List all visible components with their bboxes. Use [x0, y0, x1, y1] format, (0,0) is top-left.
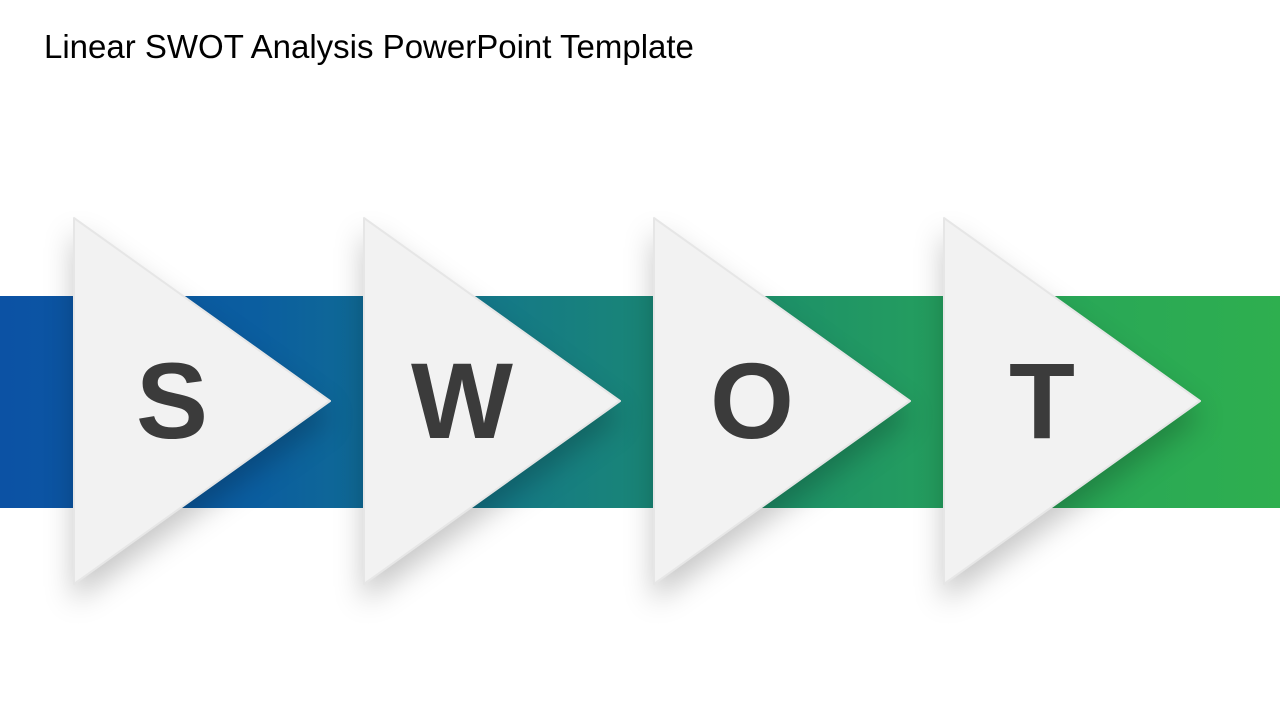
swot-letter-o: O	[687, 338, 817, 463]
swot-letter-w: W	[397, 338, 527, 463]
swot-letter-s: S	[107, 338, 237, 463]
swot-arrow-t: T	[942, 216, 1202, 586]
page-title: Linear SWOT Analysis PowerPoint Template	[44, 28, 694, 66]
swot-letter-t: T	[977, 338, 1107, 463]
slide: Linear SWOT Analysis PowerPoint Template…	[0, 0, 1280, 720]
swot-arrow-o: O	[652, 216, 912, 586]
swot-arrow-s: S	[72, 216, 332, 586]
swot-arrow-w: W	[362, 216, 622, 586]
